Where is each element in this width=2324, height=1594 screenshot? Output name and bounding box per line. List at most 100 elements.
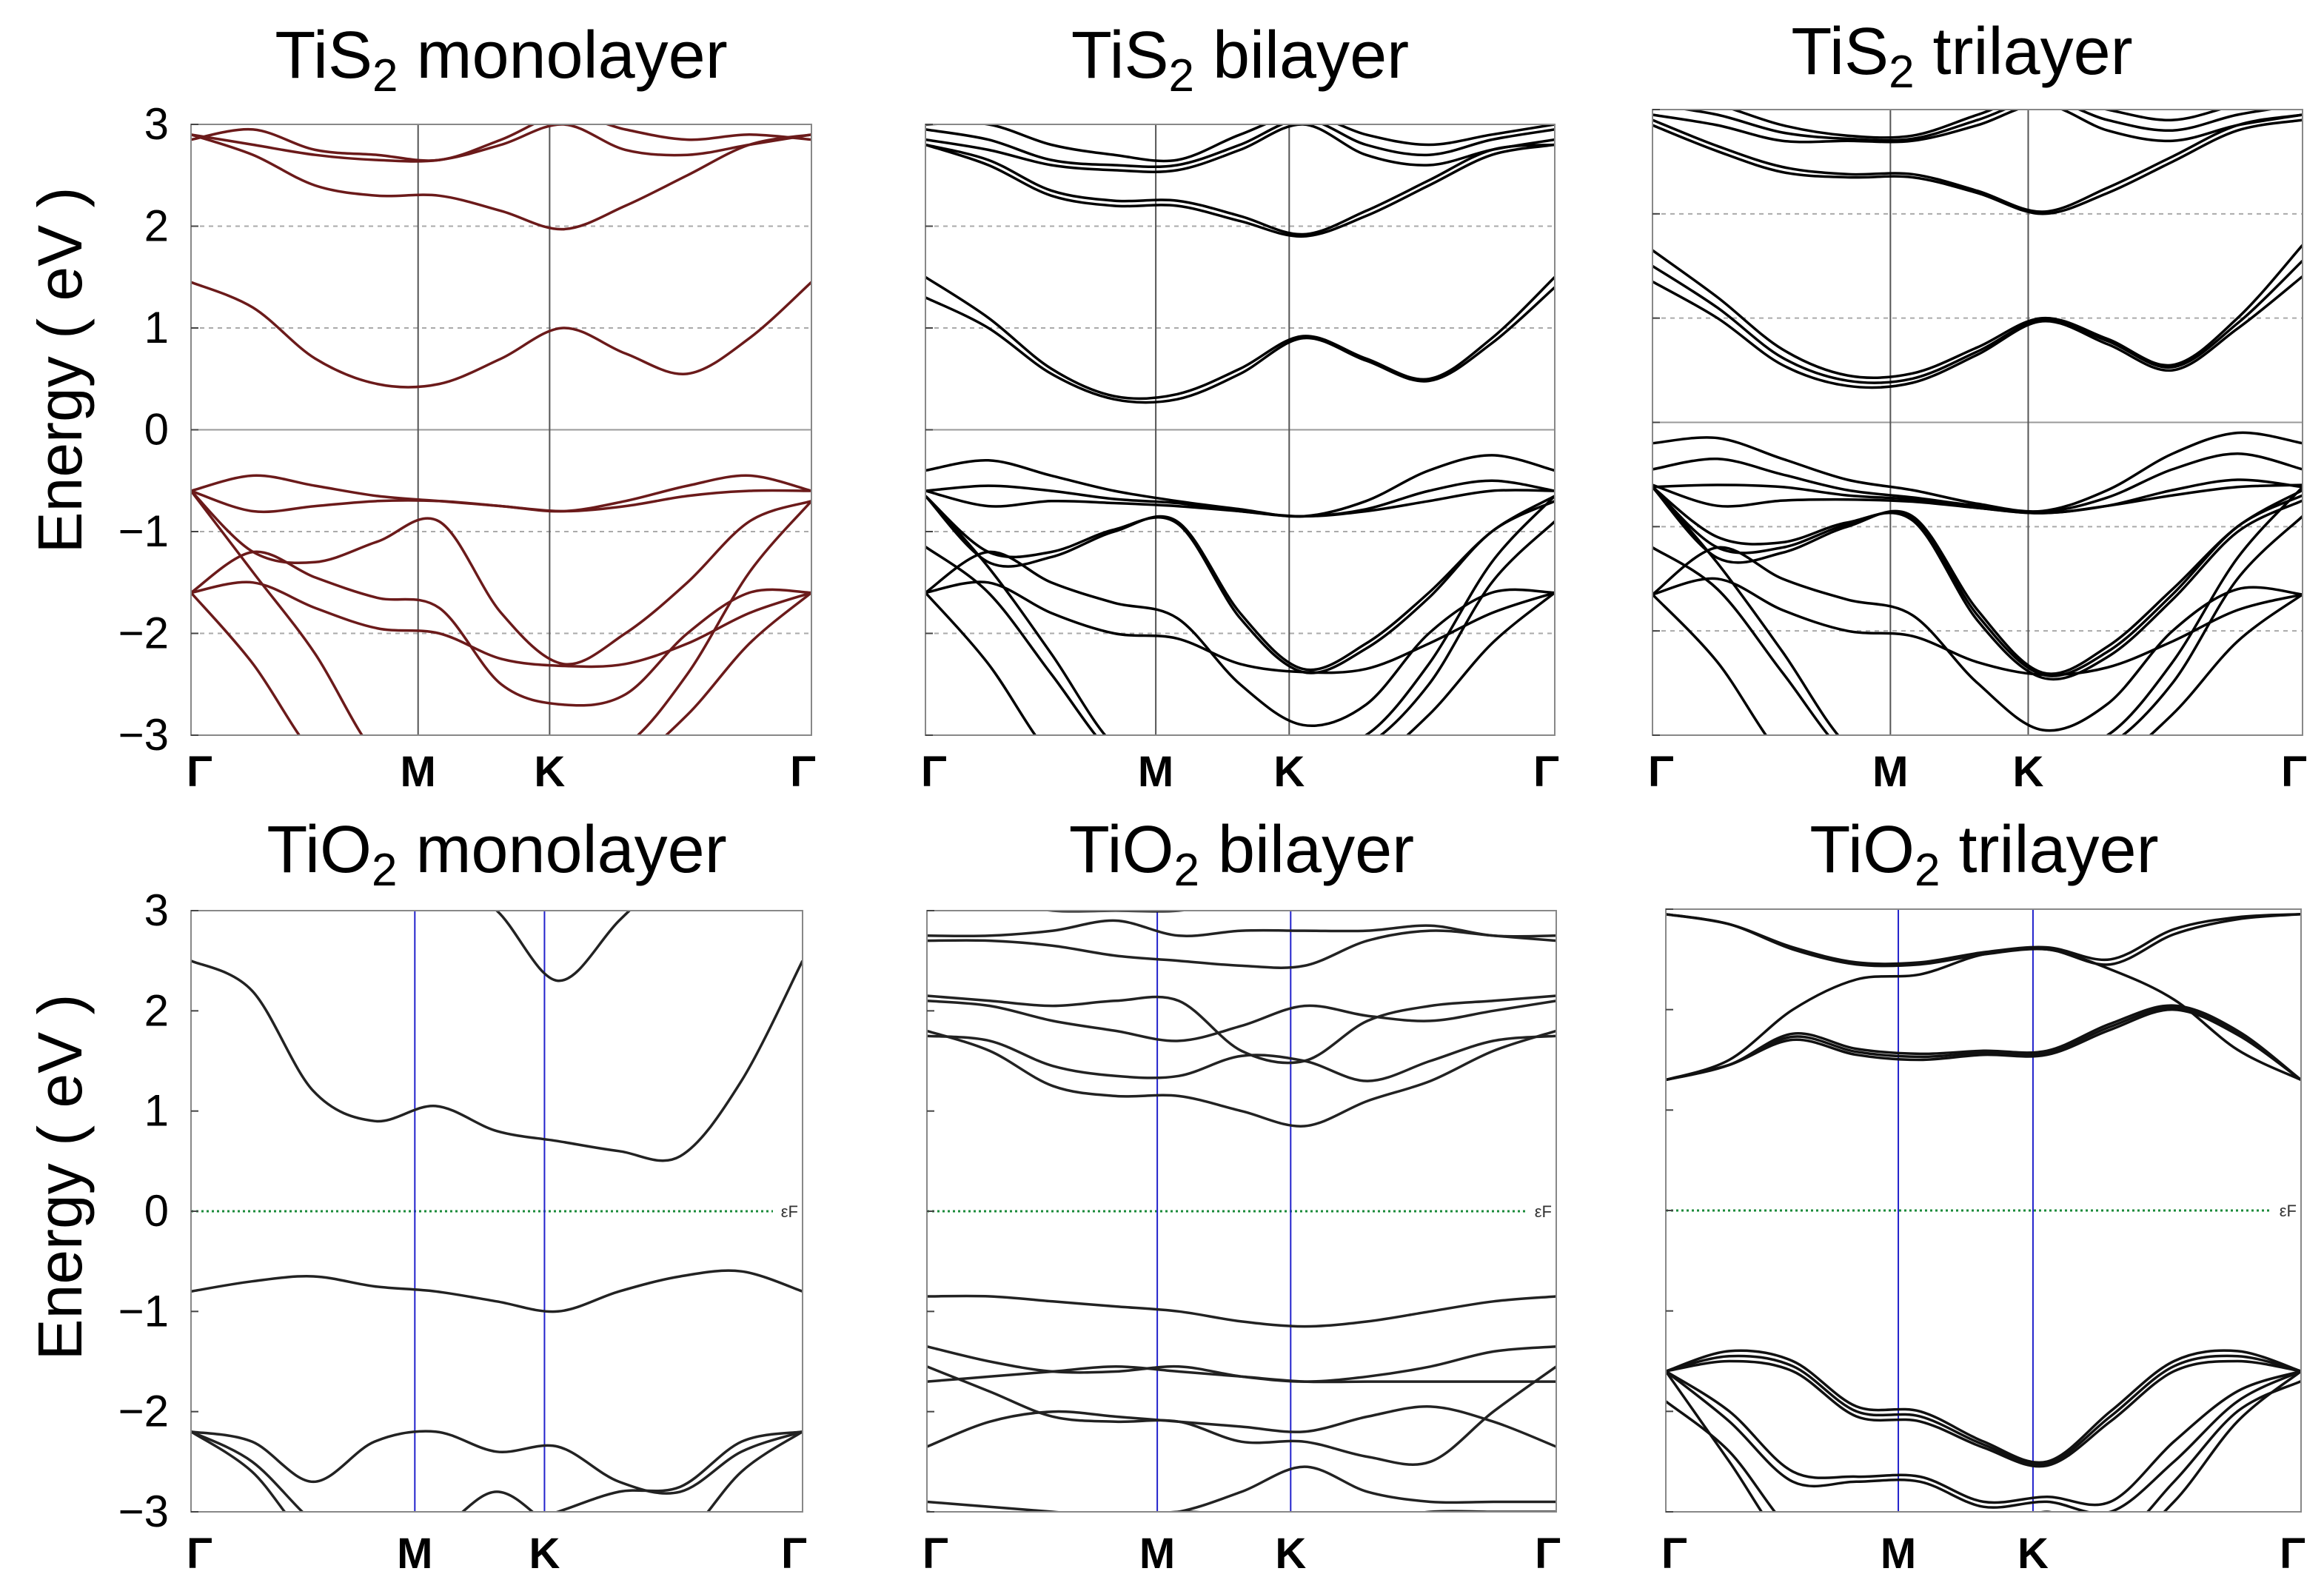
band-c1a	[927, 1029, 1556, 1128]
band-v3	[191, 1430, 803, 1512]
k-point-label: Γ	[1661, 1530, 1687, 1578]
band-v3b	[1652, 546, 2303, 732]
panel-title-2: TiS2 trilayer	[1791, 15, 2132, 98]
panel-0: TiS2 monolayer 3 2 1 0 −1 −2 −3 Γ M K Γ	[118, 19, 816, 796]
fermi-label: εF	[2280, 1202, 2297, 1220]
band-v1a	[1652, 431, 2303, 513]
band-c1	[191, 281, 811, 389]
band-v1c	[925, 479, 1555, 518]
y-tick-label: −1	[118, 506, 169, 556]
fermi-label: εF	[1535, 1202, 1552, 1221]
k-point-label: Γ	[921, 748, 947, 796]
k-point-label: K	[2017, 1530, 2049, 1578]
bands-0	[191, 124, 811, 735]
panel-title-1: TiS2 bilayer	[1071, 19, 1409, 101]
k-point-label: Γ	[790, 748, 816, 796]
k-point-label: M	[401, 748, 436, 796]
band-c2a	[927, 999, 1556, 1042]
band-v4b	[927, 1510, 1556, 1512]
band-c3a	[927, 929, 1556, 969]
band-v3b	[927, 1365, 1556, 1466]
bands-1	[925, 124, 1555, 735]
k-point-label: Γ	[922, 1530, 948, 1578]
k-point-label: M	[1881, 1530, 1916, 1578]
band-c3c	[1729, 110, 2224, 139]
y-tick-label: 1	[144, 303, 169, 352]
k-point-label: K	[529, 1530, 560, 1578]
k-point-label: Γ	[187, 748, 212, 796]
band-v2a	[925, 495, 1555, 672]
bands-4	[927, 911, 1556, 1512]
panel-5: TiO2 trilayer εF Γ M K Γ	[1661, 813, 2305, 1578]
band-c2b	[1666, 1006, 2301, 1082]
band-v2b	[1652, 486, 2303, 677]
band-c2a	[1652, 118, 2303, 215]
k-point-label: M	[1872, 748, 1908, 796]
band-v4b	[1652, 593, 2303, 735]
band-v4	[191, 1430, 803, 1512]
band-c3	[191, 124, 811, 163]
k-point-label: Γ	[2281, 748, 2307, 796]
band-v1b	[1652, 452, 2303, 514]
panel-1: TiS2 bilayer Γ M K Γ	[921, 19, 1559, 796]
bands-5	[1666, 913, 2301, 1512]
k-point-label: M	[397, 1530, 432, 1578]
band-v5	[191, 550, 811, 707]
k-point-label: Γ	[2280, 1530, 2305, 1578]
band-v4	[191, 580, 811, 669]
k-point-label: K	[2013, 748, 2044, 796]
panel-title-4: TiO2 bilayer	[1069, 813, 1414, 896]
panel-4: TiO2 bilayer εF Γ M K Γ	[922, 813, 1561, 1578]
k-point-label: K	[1273, 748, 1305, 796]
band-c1a	[1652, 244, 2303, 380]
band-c1b	[925, 286, 1555, 404]
band-c1	[191, 960, 803, 1162]
band-c1b	[1666, 913, 2301, 968]
y-tick-label: −2	[118, 609, 169, 658]
band-c1b	[1652, 259, 2303, 384]
band-v2a	[1652, 486, 2303, 675]
band-c4	[191, 124, 811, 162]
band-c2c	[1666, 1004, 2301, 1082]
y-tick-label: −2	[118, 1387, 169, 1436]
k-point-label: M	[1138, 748, 1173, 796]
band-v3b	[925, 550, 1555, 727]
band-c3b	[1679, 110, 2277, 142]
y-axis-label-bottom: Energy ( eV )	[25, 994, 95, 1361]
band-v2b	[927, 1365, 1556, 1384]
band-v1c	[1666, 1359, 2301, 1468]
band-v4a	[1652, 515, 2303, 735]
band-c2a	[1666, 1008, 2301, 1082]
band-c3a	[925, 124, 1555, 173]
band-c3b	[927, 919, 1556, 938]
band-v1b	[1666, 1354, 2301, 1466]
y-tick-label: 1	[144, 1086, 169, 1136]
k-point-label: K	[1275, 1530, 1306, 1578]
k-point-label: Γ	[1535, 1530, 1561, 1578]
band-v6	[191, 489, 811, 735]
band-v4c	[925, 495, 1555, 735]
band-v3a	[925, 580, 1555, 674]
k-point-label: M	[1139, 1530, 1175, 1578]
panel-3: TiO2 monolayer εF 3 2 1 0 −1 −2 −3 Γ M K Γ	[118, 813, 807, 1578]
panel-title-3: TiO2 monolayer	[267, 813, 726, 896]
bands-3	[191, 911, 803, 1512]
k-point-label: Γ	[1648, 748, 1674, 796]
k-point-label: K	[534, 748, 565, 796]
band-c2b	[1652, 113, 2303, 213]
band-c4	[1040, 911, 1191, 913]
band-v2a	[1666, 1370, 2301, 1507]
band-c2b	[927, 994, 1556, 1065]
band-c1b	[927, 1034, 1556, 1082]
band-v4b	[925, 592, 1555, 735]
k-point-label: Γ	[187, 1530, 212, 1578]
y-tick-label: 2	[144, 985, 169, 1035]
band-v3a	[1666, 1380, 2301, 1512]
band-v1a	[1666, 1349, 2301, 1464]
y-tick-label: 3	[144, 885, 169, 935]
panel-2: TiS2 trilayer Γ M K Γ	[1648, 15, 2307, 796]
band-v2c	[1652, 486, 2303, 681]
band-v1	[191, 1269, 803, 1313]
